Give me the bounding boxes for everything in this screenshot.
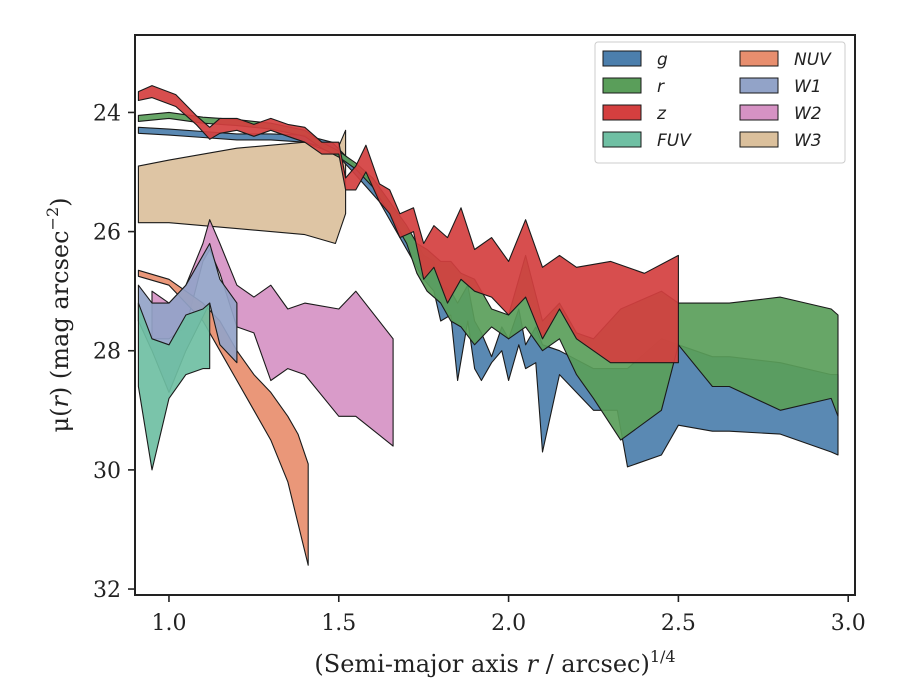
legend-box	[594, 41, 846, 164]
legend-label-w2: W2	[794, 104, 822, 124]
plot-frame	[134, 34, 856, 596]
band-fuv	[137, 302, 211, 471]
y-tick-label: 26	[93, 221, 121, 246]
legend-label-w1: W1	[794, 77, 822, 97]
x-tick-label: 1.0	[151, 611, 186, 636]
x-tick-label: 2.0	[491, 611, 526, 636]
legend-label-nuv: NUV	[794, 50, 832, 70]
x-axis: 1.0 1.5 2.0 2.5 3.0	[151, 595, 866, 636]
y-tick-label: 30	[93, 459, 121, 484]
legend-swatch-w3	[739, 131, 779, 148]
x-axis-label: (Semi-major axis r / arcsec)1/4	[314, 647, 675, 678]
x-tick-label: 3.0	[831, 611, 866, 636]
legend-label-fuv: FUV	[657, 131, 692, 151]
band-z	[137, 85, 679, 364]
legend: grz FUV NUV W1 W2 W3	[594, 41, 846, 164]
legend-label-g: g	[657, 50, 668, 70]
y-tick-label: 32	[93, 578, 121, 603]
legend-label-r: r	[657, 77, 665, 97]
profile-bands	[137, 85, 839, 566]
legend-label-z: z	[656, 104, 667, 124]
y-axis: 24 26 28 30 32	[93, 101, 135, 603]
y-tick-label: 24	[93, 101, 121, 126]
legend-swatch-z	[602, 104, 642, 121]
legend-swatch-nuv	[739, 50, 779, 67]
legend-swatch-w1	[739, 77, 779, 94]
band-w3	[137, 129, 347, 245]
x-tick-label: 2.5	[661, 611, 696, 636]
legend-swatch-fuv	[602, 131, 642, 148]
legend-label-w3: W3	[794, 131, 822, 151]
legend-swatch-g	[602, 50, 642, 67]
legend-swatch-w2	[739, 104, 779, 121]
y-axis-label: μ(r) (mag arcsec−2)	[43, 197, 74, 432]
y-tick-label: 28	[93, 340, 121, 365]
legend-swatch-r	[602, 77, 642, 94]
x-tick-label: 1.5	[321, 611, 356, 636]
